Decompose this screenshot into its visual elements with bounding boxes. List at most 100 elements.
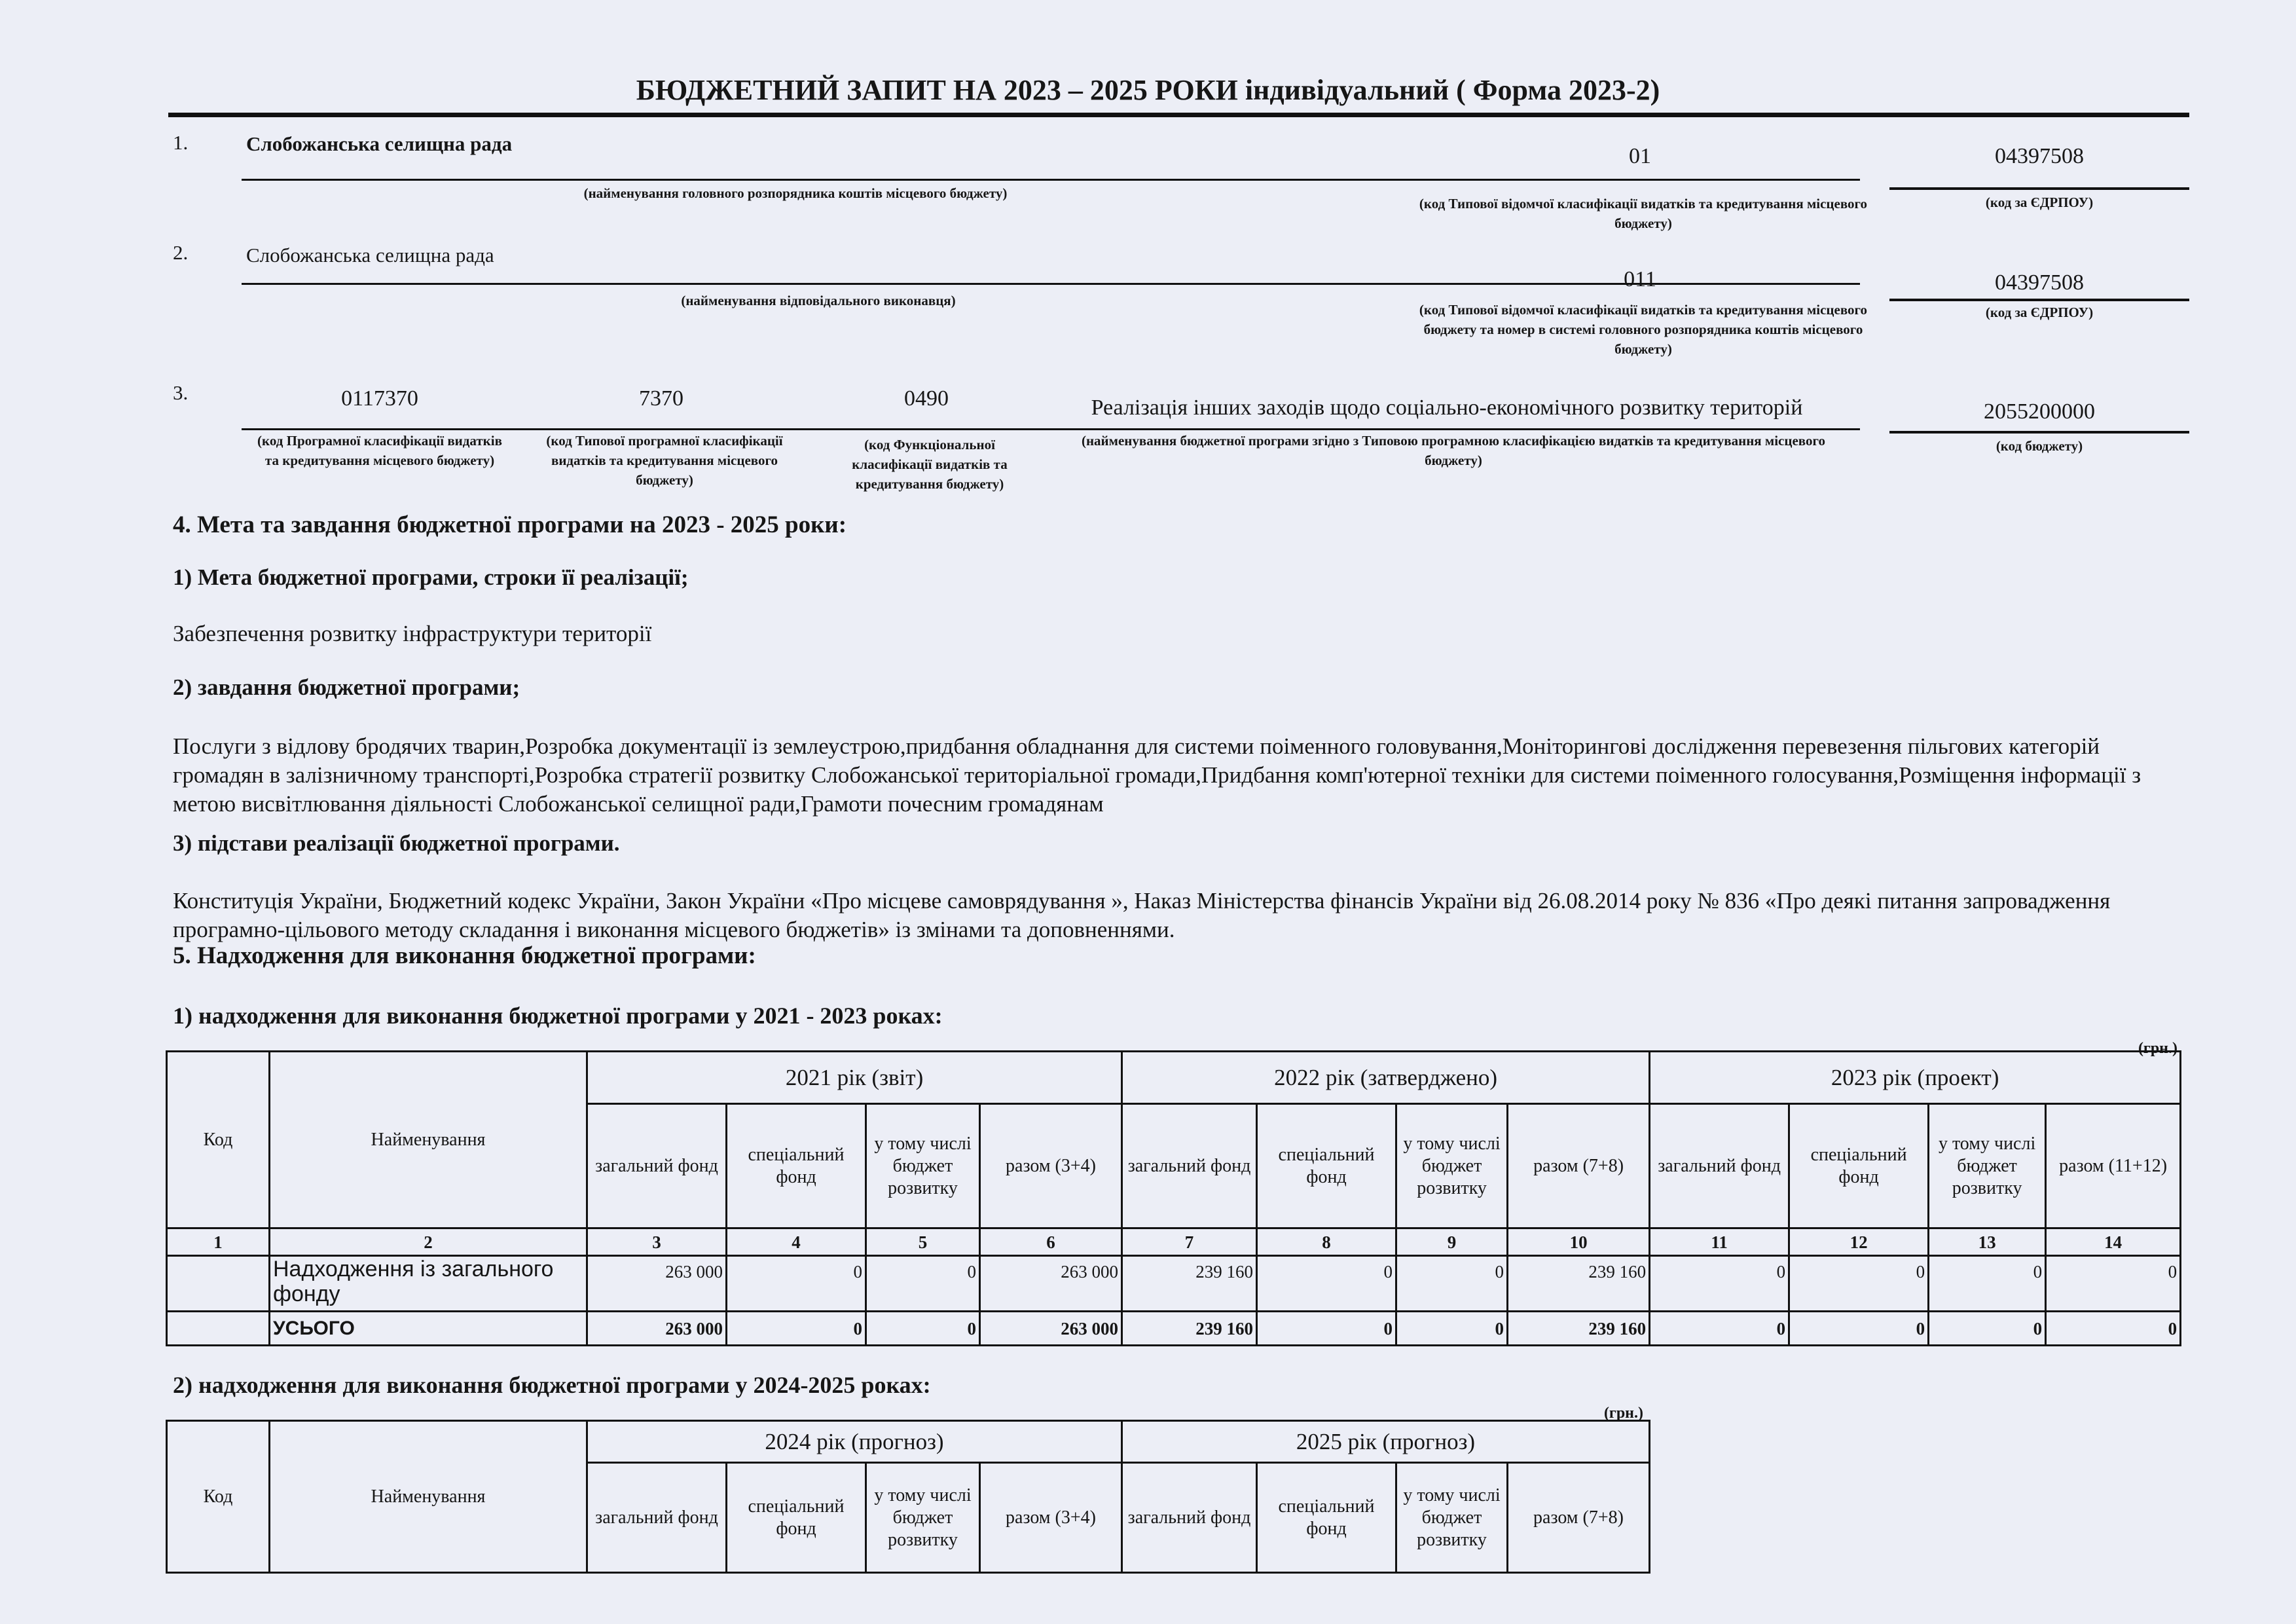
underline <box>242 428 1860 430</box>
subheader: разом (11+12) <box>2045 1103 2182 1229</box>
cell-value: 0 <box>1649 1255 1791 1312</box>
subheader: у тому числі бюджет розвитку <box>1395 1462 1508 1574</box>
caption: (код Функціональної класифікації видаткі… <box>852 437 1008 492</box>
table2-heading: 2) надходження для виконання бюджетної п… <box>173 1372 931 1398</box>
cell-value: 0 <box>865 1255 981 1312</box>
column-number: 12 <box>1788 1227 1930 1257</box>
cell-value: 0 <box>725 1255 867 1312</box>
manager-name: Слобожанська селищна рада <box>246 132 513 155</box>
cell-value: 263 000 <box>978 1310 1123 1346</box>
cell-value: 239 160 <box>1121 1310 1258 1346</box>
header-code: Код <box>166 1050 270 1229</box>
caption: (код Програмної класифікації видатків та… <box>257 433 502 468</box>
caption: (найменування головного розпорядника кош… <box>583 185 1008 201</box>
caption: (код за ЄДРПОУ) <box>1985 304 2094 320</box>
cell-value: 0 <box>725 1310 867 1346</box>
budget-code: 2055200000 <box>1984 399 2095 424</box>
cell-value: 0 <box>1788 1310 1930 1346</box>
table1-heading: 1) надходження для виконання бюджетної п… <box>173 1003 943 1029</box>
column-number: 11 <box>1649 1227 1791 1257</box>
tasks-text: Послуги з відлову бродячих тварин,Розроб… <box>173 733 2141 817</box>
revenue-table-2021-2023: Код Найменування 2021 рік (звіт) 2022 рі… <box>166 1050 2182 1346</box>
subheader: спеціальний фонд <box>725 1462 867 1574</box>
program-code: 0117370 <box>341 386 418 411</box>
cell-value: 263 000 <box>978 1255 1123 1312</box>
column-number: 13 <box>1927 1227 2047 1257</box>
subheader: загальний фонд <box>586 1462 727 1574</box>
underline <box>242 179 1860 181</box>
underline <box>242 283 1860 285</box>
underline <box>1889 299 2189 301</box>
column-number: 6 <box>978 1227 1123 1257</box>
subheader: загальний фонд <box>1649 1103 1791 1229</box>
cell-value: 0 <box>2045 1255 2182 1312</box>
divider <box>168 113 2189 117</box>
basis-heading: 3) підстави реалізації бюджетної програм… <box>173 830 620 856</box>
cell-value: 0 <box>1256 1255 1398 1312</box>
row-code <box>166 1255 270 1312</box>
cell-value: 0 <box>1788 1255 1930 1312</box>
header-year-2021: 2021 рік (звіт) <box>585 1050 1123 1105</box>
subheader: спеціальний фонд <box>1788 1103 1930 1229</box>
column-number: 8 <box>1256 1227 1398 1257</box>
column-number: 10 <box>1506 1227 1651 1257</box>
goal-heading: 1) Мета бюджетної програми, строки її ре… <box>173 564 689 590</box>
department-code: 01 <box>1629 144 1651 168</box>
section-number: 3. <box>173 381 189 404</box>
column-number: 7 <box>1121 1227 1258 1257</box>
subheader: разом (3+4) <box>979 1462 1123 1574</box>
goals-heading: 4. Мета та завдання бюджетної програми н… <box>173 511 847 538</box>
section-number: 2. <box>173 241 189 264</box>
header-year-2025: 2025 рік (прогноз) <box>1121 1420 1650 1464</box>
caption: (код Типової відомчої класифікації видат… <box>1419 302 1868 357</box>
subheader: разом (3+4) <box>978 1103 1123 1229</box>
header-code: Код <box>166 1420 270 1574</box>
header-year-2024: 2024 рік (прогноз) <box>586 1420 1123 1464</box>
column-number: 5 <box>865 1227 981 1257</box>
cell-value: 0 <box>865 1310 981 1346</box>
subheader: у тому числі бюджет розвитку <box>1927 1103 2047 1229</box>
subheader: спеціальний фонд <box>1256 1462 1397 1574</box>
caption: (код за ЄДРПОУ) <box>1985 194 2094 210</box>
subheader: у тому числі бюджет розвитку <box>1395 1103 1509 1229</box>
column-number: 3 <box>586 1227 727 1257</box>
subheader: спеціальний фонд <box>725 1103 867 1229</box>
caption: (код Типової програмної класифікації вид… <box>546 433 783 488</box>
caption: (код бюджету) <box>1995 438 2083 454</box>
row-code <box>166 1310 270 1346</box>
cell-value: 263 000 <box>586 1255 727 1312</box>
subheader: загальний фонд <box>586 1103 727 1229</box>
total-row: УСЬОГО 263 000 0 0 263 000 239 160 0 0 2… <box>166 1310 2182 1346</box>
cell-value: 0 <box>1927 1310 2047 1346</box>
cell-value: 239 160 <box>1506 1255 1651 1312</box>
subheader: у тому числі бюджет розвитку <box>865 1103 981 1229</box>
cell-value: 0 <box>1927 1255 2047 1312</box>
subheader: загальний фонд <box>1121 1103 1258 1229</box>
page-title: БЮДЖЕТНИЙ ЗАПИТ НА 2023 – 2025 РОКИ інди… <box>636 74 1660 106</box>
underline <box>1889 431 2189 434</box>
functional-code: 0490 <box>904 386 949 411</box>
table-row: Надходження із загального фонду 263 000 … <box>166 1255 2182 1312</box>
subheader: у тому числі бюджет розвитку <box>865 1462 981 1574</box>
cell-value: 263 000 <box>586 1310 727 1346</box>
edrpou-code: 04397508 <box>1995 144 2084 168</box>
subheader: разом (7+8) <box>1506 1462 1650 1574</box>
edrpou-code: 04397508 <box>1995 270 2084 295</box>
column-number: 4 <box>725 1227 867 1257</box>
subheader: разом (7+8) <box>1506 1103 1651 1229</box>
typical-program-code: 7370 <box>639 386 683 411</box>
revenue-heading: 5. Надходження для виконання бюджетної п… <box>173 942 756 969</box>
department-code: 011 <box>1624 267 1656 291</box>
subheader: загальний фонд <box>1121 1462 1258 1574</box>
column-number: 2 <box>268 1227 588 1257</box>
row-name: УСЬОГО <box>268 1310 588 1346</box>
cell-value: 239 160 <box>1121 1255 1258 1312</box>
revenue-table-2024-2025: Код Найменування 2024 рік (прогноз) 2025… <box>166 1420 1650 1574</box>
column-number: 1 <box>166 1227 270 1257</box>
basis-text: Конституція України, Бюджетний кодекс Ук… <box>173 888 2111 942</box>
unit-label: (грн.) <box>1603 1405 1643 1422</box>
column-number: 14 <box>2045 1227 2182 1257</box>
column-number: 9 <box>1395 1227 1509 1257</box>
section-number: 1. <box>173 131 189 154</box>
tasks-heading: 2) завдання бюджетної програми; <box>173 674 520 700</box>
